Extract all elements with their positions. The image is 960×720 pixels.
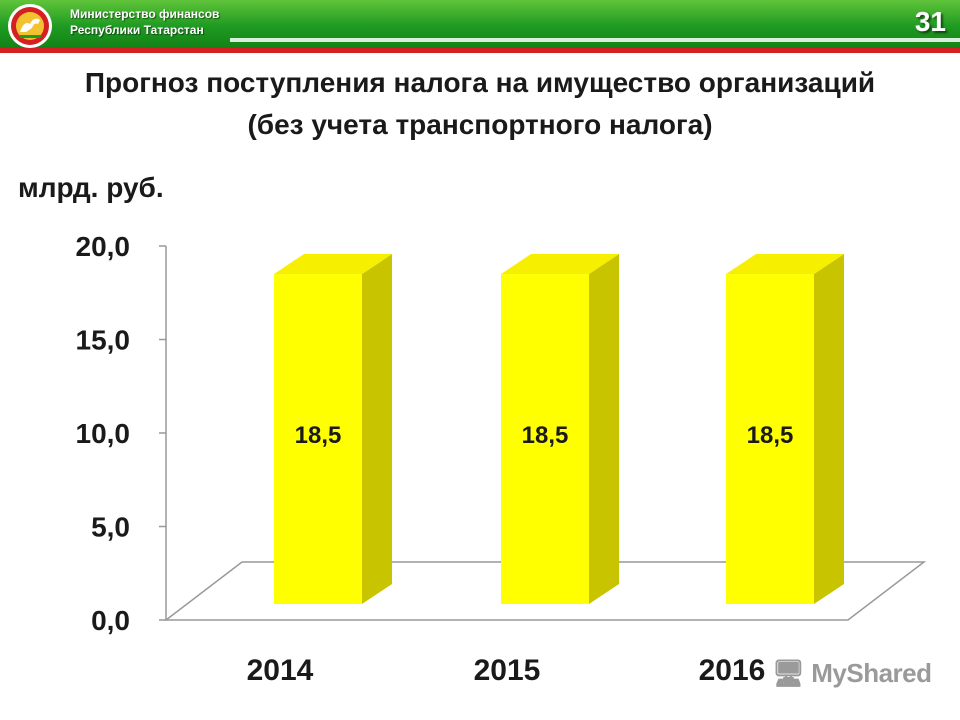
bar-top xyxy=(501,254,619,275)
watermark: 🖥 MyShared xyxy=(772,658,932,689)
bar-value-label: 18,5 xyxy=(747,422,794,449)
bar-value-label: 18,5 xyxy=(295,422,342,449)
bar-side xyxy=(589,254,619,605)
unit-label: млрд. руб. xyxy=(18,172,164,203)
org-line-2: Республики Татарстан xyxy=(70,23,204,37)
y-tick-label: 10,0 xyxy=(76,418,131,449)
x-tick-label: 2015 xyxy=(474,654,541,687)
bar xyxy=(726,274,814,604)
slide-title-line-1: Прогноз поступления налога на имущество … xyxy=(84,67,876,98)
bar-side xyxy=(814,254,844,605)
y-tick-label: 15,0 xyxy=(76,325,131,356)
header-highlight-line xyxy=(230,38,960,42)
bar-side xyxy=(362,254,392,605)
bar-value-label: 18,5 xyxy=(522,422,569,449)
bar xyxy=(274,274,362,604)
y-tick-label: 0,0 xyxy=(91,605,130,636)
watermark-text: MyShared xyxy=(811,658,932,688)
page-number: 31 xyxy=(914,6,946,37)
x-tick-label: 2014 xyxy=(247,654,314,687)
slide-title: Прогноз поступления налога на имущество … xyxy=(0,62,960,146)
tatarstan-emblem-icon xyxy=(8,4,52,48)
bar xyxy=(501,274,589,604)
organization-name: Министерство финансов Республики Татарст… xyxy=(70,6,219,38)
chart-floor xyxy=(163,561,927,621)
y-tick-label: 5,0 xyxy=(91,512,130,543)
header-red-stripe xyxy=(0,48,960,53)
y-tick-label: 20,0 xyxy=(76,231,131,262)
watermark-monitor-icon: 🖥 xyxy=(772,658,805,688)
x-tick-label: 2016 xyxy=(699,654,766,687)
bar-top xyxy=(274,254,392,275)
bar-top xyxy=(726,254,844,275)
slide-title-line-2: (без учета транспортного налога) xyxy=(247,109,713,140)
org-line-1: Министерство финансов xyxy=(70,7,220,21)
